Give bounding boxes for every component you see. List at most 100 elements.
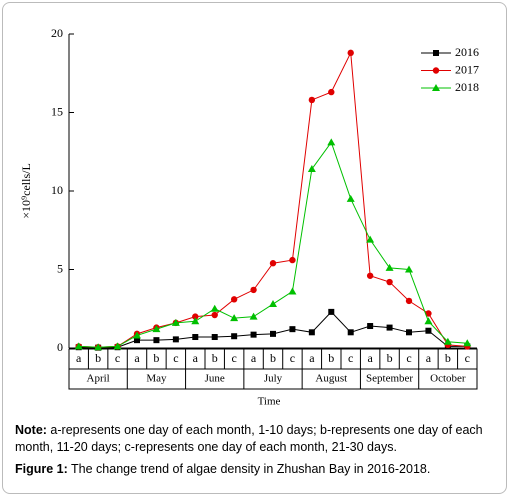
marker: [172, 336, 179, 343]
marker: [346, 194, 355, 202]
marker: [327, 138, 336, 146]
marker: [134, 337, 140, 344]
caption-label: Figure 1:: [15, 462, 68, 476]
marker: [192, 334, 199, 341]
series-line: [78, 141, 468, 348]
x-tick-label: a: [426, 351, 432, 365]
x-tick-label: c: [348, 351, 353, 365]
marker: [289, 256, 296, 264]
marker: [307, 165, 316, 173]
x-tick-label: b: [328, 351, 334, 365]
legend-label: 2017: [455, 62, 479, 76]
marker: [406, 329, 412, 336]
marker: [405, 297, 413, 305]
marker: [386, 324, 393, 331]
y-tick-label: 5: [57, 261, 63, 275]
marker: [249, 312, 258, 320]
x-tick-label: a: [309, 351, 315, 365]
marker: [231, 333, 238, 340]
marker: [288, 287, 297, 295]
x-tick-label: a: [193, 351, 199, 365]
x-tick-label: a: [134, 351, 140, 365]
marker: [366, 272, 374, 279]
marker: [463, 339, 472, 347]
marker: [432, 84, 440, 91]
marker: [74, 342, 83, 350]
x-tick-label: b: [387, 351, 393, 365]
x-tick-label: a: [367, 351, 373, 365]
marker: [425, 327, 432, 334]
marker: [308, 329, 315, 336]
x-tick-label: b: [95, 351, 101, 365]
marker: [210, 304, 219, 312]
x-tick-label: c: [173, 351, 178, 365]
legend-label: 2016: [455, 45, 479, 59]
marker: [250, 331, 257, 338]
y-tick-label: 15: [51, 104, 63, 118]
y-tick-label: 20: [51, 26, 63, 40]
group-label: April: [87, 373, 110, 385]
marker: [424, 317, 433, 325]
x-tick-label: c: [406, 351, 411, 365]
note: Note: a-represents one day of each month…: [15, 422, 500, 456]
legend-label: 2018: [455, 80, 479, 94]
marker: [433, 50, 439, 56]
marker: [230, 296, 238, 303]
marker: [191, 317, 200, 325]
marker: [192, 313, 199, 320]
marker: [432, 67, 440, 74]
marker: [230, 314, 239, 322]
y-axis-label: ×10⁹cells/L: [19, 163, 33, 219]
caption: Figure 1: The change trend of algae dens…: [15, 461, 500, 478]
x-tick-label: b: [270, 351, 276, 365]
marker: [269, 300, 277, 308]
marker: [386, 278, 393, 286]
group-label: October: [430, 373, 466, 385]
marker: [367, 323, 374, 330]
caption-text: The change trend of algae density in Zhu…: [67, 462, 431, 476]
marker: [289, 326, 296, 333]
x-tick-label: c: [231, 351, 236, 365]
marker: [211, 334, 218, 341]
marker: [133, 331, 141, 339]
marker: [113, 342, 122, 350]
group-label: May: [146, 373, 167, 385]
marker: [405, 265, 413, 273]
x-tick-label: b: [445, 351, 451, 365]
marker: [366, 235, 375, 243]
marker: [152, 325, 161, 333]
y-tick-label: 10: [51, 183, 63, 197]
note-text: a-represents one day of each month, 1-10…: [15, 423, 483, 454]
x-tick-label: b: [153, 351, 159, 365]
x-tick-label: c: [290, 351, 295, 365]
x-tick-label: c: [115, 351, 120, 365]
note-label: Note:: [15, 423, 47, 437]
marker: [308, 96, 316, 104]
group-label: September: [366, 373, 413, 385]
x-tick-label: b: [212, 351, 218, 365]
marker: [211, 311, 218, 319]
marker: [347, 329, 354, 336]
x-tick-label: a: [251, 351, 257, 365]
marker: [385, 263, 394, 271]
x-tick-label: c: [465, 351, 470, 365]
marker: [443, 337, 452, 345]
marker: [250, 286, 257, 294]
y-tick-label: 0: [57, 340, 63, 354]
marker: [269, 260, 277, 267]
marker: [94, 343, 103, 351]
group-label: June: [205, 373, 225, 385]
x-axis-label: Time: [258, 396, 281, 408]
marker: [328, 88, 335, 96]
marker: [153, 337, 160, 344]
marker: [328, 308, 335, 315]
group-label: July: [264, 373, 283, 385]
group-label: August: [315, 373, 347, 385]
marker: [270, 330, 276, 337]
marker: [347, 49, 354, 57]
marker: [171, 318, 180, 326]
x-tick-label: a: [76, 351, 82, 365]
marker: [425, 310, 432, 317]
